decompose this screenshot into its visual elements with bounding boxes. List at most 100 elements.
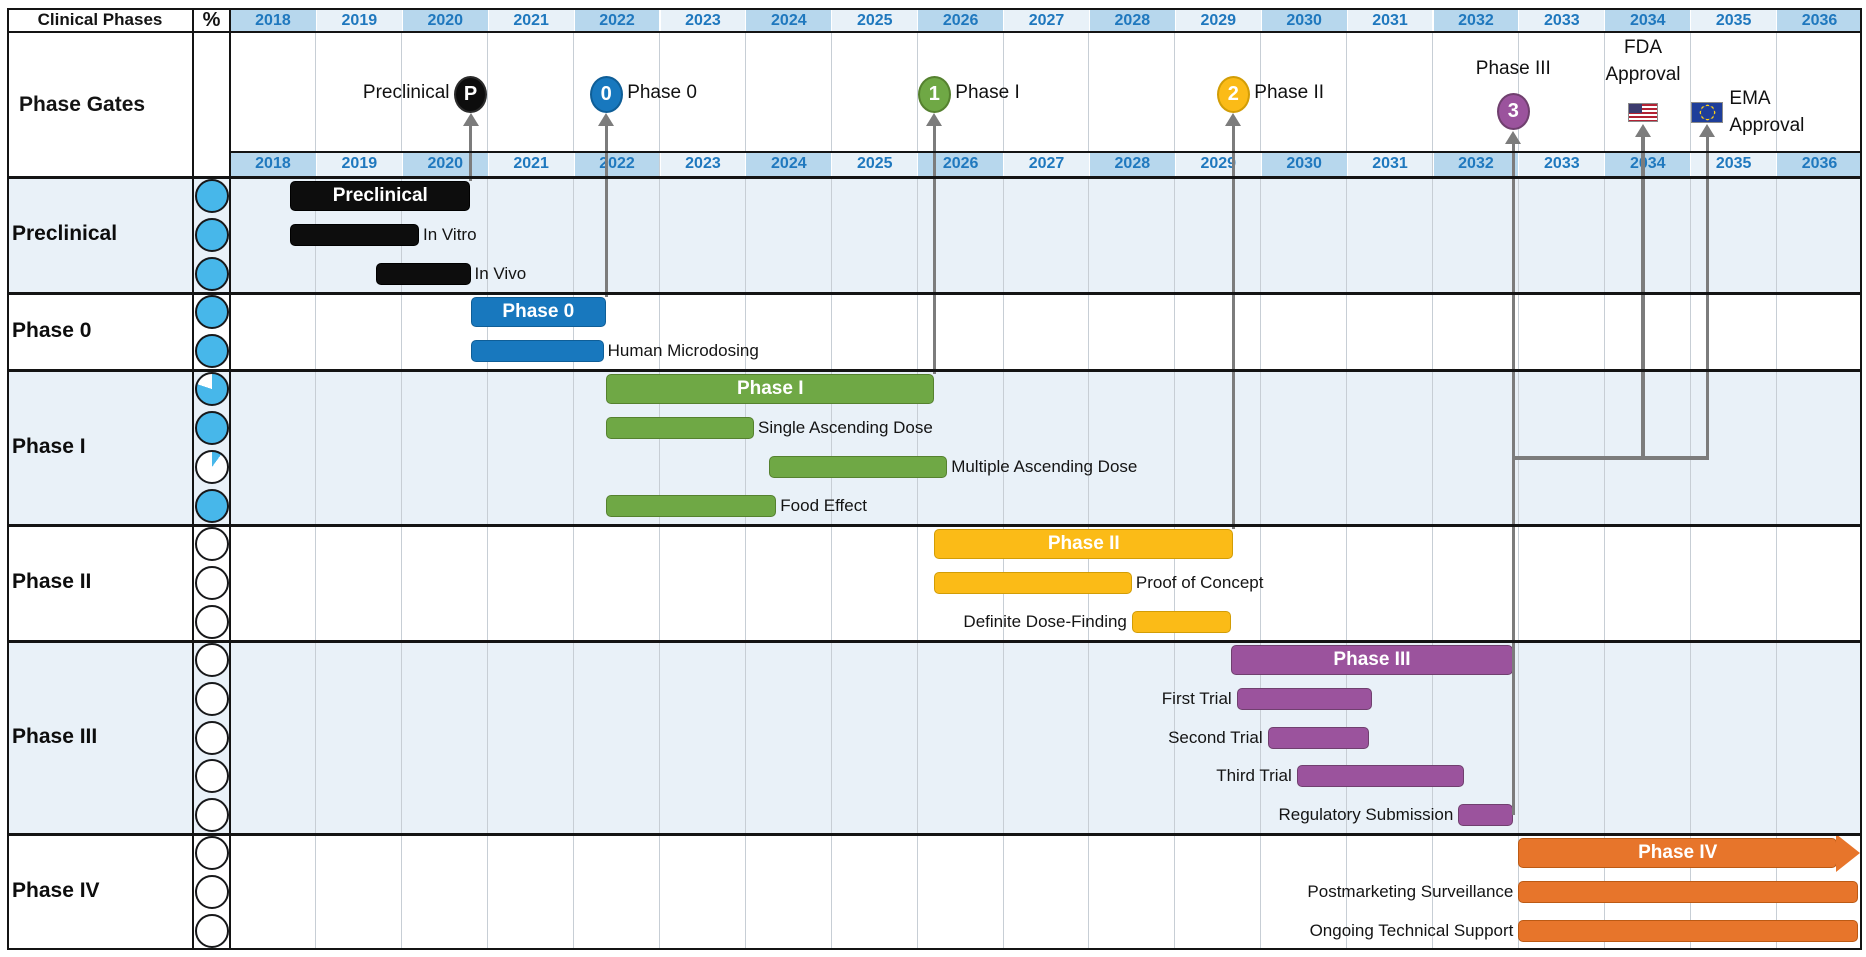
year-header-cell-2022: 2022 xyxy=(573,153,660,176)
progress-circle-proof-of-concept[interactable] xyxy=(194,566,229,600)
year-header-cell-2028: 2028 xyxy=(1088,153,1175,176)
gate-marker-gate-phase-1[interactable]: 1 xyxy=(917,75,951,113)
year-header-cell-2032: 2032 xyxy=(1432,153,1519,176)
task-bar-regulatory-submission[interactable] xyxy=(1458,803,1514,826)
task-bar-phase-iii[interactable]: Phase III xyxy=(1230,645,1514,676)
task-bar-first-trial[interactable] xyxy=(1236,687,1373,710)
progress-circle-regulatory-submission[interactable] xyxy=(194,797,229,832)
gate-arrowhead-gate-fda-approval xyxy=(1635,124,1651,137)
year-header-cell-2028: 2028 xyxy=(1088,10,1175,32)
progress-circle-phase-iii[interactable] xyxy=(194,643,229,678)
year-header-cell-2030: 2030 xyxy=(1260,153,1347,176)
year-header-cell-2020: 2020 xyxy=(401,153,488,176)
task-bar-human-microdosing[interactable] xyxy=(470,339,604,362)
gate-arrowhead-gate-phase-0 xyxy=(598,113,615,126)
gate-connector-gate-preclinical xyxy=(468,125,473,182)
progress-circle-multiple-ascending-dose[interactable] xyxy=(194,449,229,484)
task-label-third-trial: Third Trial xyxy=(1216,766,1292,786)
phase-row-divider xyxy=(7,291,1862,295)
gate-connector-gate-phase-3 xyxy=(1511,143,1515,815)
year-header-cell-2034: 2034 xyxy=(1604,153,1691,176)
gate-connector-gate-ema-approval xyxy=(1705,136,1710,460)
year-gridline xyxy=(1432,32,1433,950)
progress-circle-ongoing-technical-support[interactable] xyxy=(194,913,229,948)
task-bar-phase-i[interactable]: Phase I xyxy=(606,374,935,405)
task-label-human-microdosing: Human Microdosing xyxy=(607,340,759,360)
task-bar-single-ascending-dose[interactable] xyxy=(606,417,754,440)
progress-circle-second-trial[interactable] xyxy=(194,720,229,755)
progress-circle-food-effect[interactable] xyxy=(194,488,229,523)
task-bar-in-vivo[interactable] xyxy=(376,262,471,285)
task-bar-phase-iv[interactable]: Phase IV xyxy=(1518,838,1838,869)
gate-label-gate-ema-approval: EMA Approval xyxy=(1729,88,1805,136)
gate-label-gate-preclinical: Preclinical xyxy=(362,82,450,103)
task-label-in-vivo: In Vivo xyxy=(474,263,527,283)
year-gridline xyxy=(315,32,317,950)
year-header-cell-2024: 2024 xyxy=(745,10,832,32)
year-header-cell-2033: 2033 xyxy=(1518,10,1605,32)
progress-circle-single-ascending-dose[interactable] xyxy=(194,411,229,446)
task-bar-proof-of-concept[interactable] xyxy=(934,572,1132,594)
progress-circle-phase-ii[interactable] xyxy=(194,527,229,562)
task-bar-multiple-ascending-dose[interactable] xyxy=(769,455,948,478)
task-bar-phase-ii[interactable]: Phase II xyxy=(934,529,1234,560)
task-label-postmarketing-surveillance: Postmarketing Surveillance xyxy=(1307,882,1514,901)
task-bar-food-effect[interactable] xyxy=(606,494,777,517)
eu-flag-icon[interactable] xyxy=(1691,101,1724,123)
year-header-cell-2030: 2030 xyxy=(1260,10,1347,32)
progress-circle-in-vivo[interactable] xyxy=(194,256,229,291)
progress-circle-third-trial[interactable] xyxy=(194,759,229,794)
header-bottom-border xyxy=(7,31,1862,33)
gate-connector-gate-phase-1 xyxy=(932,125,937,375)
year-header-cell-2031: 2031 xyxy=(1346,153,1433,176)
year-header-cell-2021: 2021 xyxy=(487,153,574,176)
progress-circle-preclinical[interactable] xyxy=(194,179,229,214)
task-bar-ongoing-technical-support[interactable] xyxy=(1518,919,1858,942)
year-header-cell-2025: 2025 xyxy=(831,153,918,176)
task-bar-second-trial[interactable] xyxy=(1267,726,1369,749)
task-label-definite-dose-finding: Definite Dose-Finding xyxy=(963,611,1127,631)
year-gridline xyxy=(487,32,489,950)
task-label-first-trial: First Trial xyxy=(1161,688,1232,708)
progress-circle-phase-0[interactable] xyxy=(194,295,229,330)
task-bar-arrowhead-phase-iv xyxy=(1836,834,1861,873)
task-bar-in-vitro[interactable] xyxy=(290,224,419,246)
progress-circle-postmarketing-surveillance[interactable] xyxy=(194,875,229,909)
gate-marker-gate-preclinical[interactable]: P xyxy=(454,75,487,113)
task-bar-preclinical[interactable]: Preclinical xyxy=(290,181,471,212)
phase-gates-row-label: Phase Gates xyxy=(19,92,146,116)
year-header-cell-2018: 2018 xyxy=(230,153,316,176)
year-header-cell-2026: 2026 xyxy=(917,10,1004,32)
progress-circle-human-microdosing[interactable] xyxy=(194,333,229,368)
gate-arrowhead-gate-ema-approval xyxy=(1699,124,1716,137)
progress-circle-in-vitro[interactable] xyxy=(194,218,229,252)
gate-marker-gate-phase-2[interactable]: 2 xyxy=(1216,75,1250,113)
gate-label-gate-phase-3: Phase III xyxy=(1475,58,1551,79)
year-header-cell-2029: 2029 xyxy=(1174,153,1261,176)
year-gridline xyxy=(1002,32,1004,950)
progress-circle-definite-dose-finding[interactable] xyxy=(194,604,229,639)
gate-marker-gate-phase-3[interactable]: 3 xyxy=(1496,92,1530,130)
approval-connector-horizontal xyxy=(1511,456,1710,460)
task-bar-third-trial[interactable] xyxy=(1296,765,1465,788)
phase-row-divider xyxy=(7,639,1862,643)
progress-circle-phase-i[interactable] xyxy=(194,372,229,407)
phase-row-label-phase-i: Phase I xyxy=(12,434,86,458)
us-flag-icon[interactable] xyxy=(1628,102,1658,122)
year-header-cell-2025: 2025 xyxy=(831,10,918,32)
task-bar-definite-dose-finding[interactable] xyxy=(1131,610,1231,633)
year-header-cell-2027: 2027 xyxy=(1003,10,1089,32)
phase-row-label-preclinical: Preclinical xyxy=(12,222,118,245)
year-header-cell-2032: 2032 xyxy=(1432,10,1519,32)
gate-label-gate-fda-approval: FDA Approval xyxy=(1605,37,1681,85)
phase-row-divider xyxy=(7,523,1862,527)
progress-circle-first-trial[interactable] xyxy=(194,681,229,716)
year-header-cell-2031: 2031 xyxy=(1346,10,1433,32)
year-header-cell-2035: 2035 xyxy=(1690,10,1777,32)
gate-label-gate-phase-2: Phase II xyxy=(1254,82,1325,103)
gate-marker-gate-phase-0[interactable]: 0 xyxy=(589,75,623,113)
task-bar-phase-0[interactable]: Phase 0 xyxy=(470,297,607,328)
progress-circle-phase-iv[interactable] xyxy=(194,836,229,871)
task-bar-postmarketing-surveillance[interactable] xyxy=(1518,881,1858,903)
year-gridline xyxy=(1260,32,1262,950)
